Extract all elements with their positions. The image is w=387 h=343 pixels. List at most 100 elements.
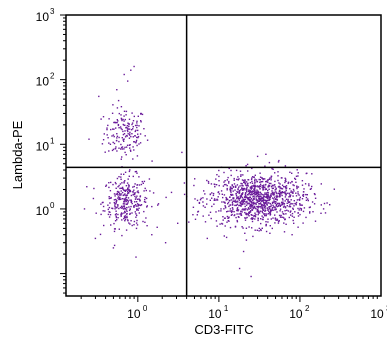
data-point bbox=[259, 172, 261, 174]
data-point bbox=[270, 218, 272, 220]
data-point bbox=[250, 214, 252, 216]
data-point bbox=[262, 207, 264, 210]
data-point bbox=[275, 201, 277, 203]
data-point bbox=[116, 206, 118, 208]
data-point bbox=[253, 201, 255, 203]
data-point bbox=[128, 192, 130, 194]
data-point bbox=[235, 185, 237, 187]
data-point bbox=[267, 209, 269, 211]
data-point bbox=[253, 205, 256, 208]
data-point bbox=[241, 187, 243, 189]
data-point bbox=[292, 184, 294, 186]
data-point bbox=[244, 217, 246, 219]
data-point bbox=[115, 202, 117, 204]
data-point bbox=[127, 188, 129, 190]
data-point bbox=[226, 197, 228, 200]
data-point bbox=[133, 220, 136, 223]
data-point bbox=[305, 172, 307, 175]
data-point bbox=[242, 198, 245, 200]
data-point bbox=[256, 191, 258, 194]
data-point bbox=[133, 115, 135, 118]
data-point bbox=[299, 204, 301, 206]
data-point bbox=[233, 177, 235, 180]
data-point bbox=[211, 205, 213, 208]
data-point bbox=[121, 206, 123, 208]
data-point bbox=[263, 203, 265, 205]
data-point bbox=[234, 199, 236, 201]
data-point bbox=[309, 212, 311, 214]
data-point bbox=[274, 202, 276, 205]
data-point bbox=[241, 179, 244, 181]
data-point bbox=[260, 195, 262, 198]
data-point bbox=[114, 214, 117, 216]
data-point bbox=[285, 187, 288, 189]
data-point bbox=[269, 225, 271, 227]
data-point bbox=[137, 129, 139, 132]
data-point bbox=[260, 204, 263, 206]
data-point bbox=[125, 189, 127, 192]
data-point bbox=[105, 185, 107, 187]
data-point bbox=[141, 113, 144, 116]
data-point bbox=[249, 198, 251, 201]
data-point bbox=[252, 235, 254, 238]
data-point bbox=[116, 137, 118, 139]
data-point bbox=[222, 196, 224, 199]
data-point bbox=[136, 155, 139, 157]
data-point bbox=[279, 186, 281, 188]
data-point bbox=[262, 216, 264, 219]
data-point bbox=[244, 219, 247, 221]
data-point bbox=[267, 190, 269, 192]
data-point bbox=[267, 218, 269, 220]
data-point bbox=[266, 194, 268, 196]
data-point bbox=[203, 190, 205, 192]
data-point bbox=[120, 143, 122, 146]
data-point bbox=[120, 158, 122, 160]
data-point bbox=[127, 178, 129, 180]
data-point bbox=[122, 187, 124, 190]
data-point bbox=[95, 212, 97, 214]
data-point bbox=[259, 181, 261, 183]
data-point bbox=[261, 199, 264, 202]
data-point bbox=[269, 206, 271, 208]
data-point bbox=[128, 118, 131, 120]
data-point bbox=[284, 180, 286, 182]
data-point bbox=[115, 215, 117, 217]
data-point bbox=[240, 195, 243, 198]
data-point bbox=[287, 200, 289, 202]
data-point bbox=[140, 121, 142, 123]
data-point bbox=[269, 202, 271, 205]
data-point bbox=[127, 130, 129, 133]
data-point bbox=[263, 199, 265, 202]
data-point bbox=[270, 175, 273, 178]
data-point bbox=[146, 225, 148, 227]
data-point bbox=[118, 127, 120, 129]
data-point bbox=[202, 215, 204, 217]
data-point bbox=[271, 201, 274, 203]
data-point bbox=[231, 201, 234, 204]
data-point bbox=[224, 180, 226, 182]
data-point bbox=[120, 214, 122, 216]
data-point bbox=[268, 211, 271, 214]
data-point bbox=[117, 204, 119, 206]
data-point bbox=[237, 191, 239, 194]
data-point bbox=[285, 213, 287, 215]
data-point bbox=[236, 208, 238, 210]
data-point bbox=[126, 206, 128, 209]
data-point bbox=[222, 219, 224, 221]
data-point bbox=[271, 208, 273, 210]
data-point bbox=[137, 133, 139, 135]
data-point bbox=[226, 189, 228, 191]
data-point bbox=[244, 192, 247, 194]
data-point bbox=[288, 201, 291, 203]
data-point bbox=[240, 214, 243, 216]
data-point bbox=[230, 186, 232, 188]
data-point bbox=[124, 151, 126, 154]
data-point bbox=[292, 188, 295, 191]
data-point bbox=[309, 211, 311, 213]
data-point bbox=[308, 184, 310, 187]
data-point bbox=[137, 135, 140, 138]
data-point bbox=[231, 213, 233, 216]
data-point bbox=[216, 225, 218, 227]
data-point bbox=[293, 216, 295, 218]
data-point bbox=[108, 216, 111, 218]
